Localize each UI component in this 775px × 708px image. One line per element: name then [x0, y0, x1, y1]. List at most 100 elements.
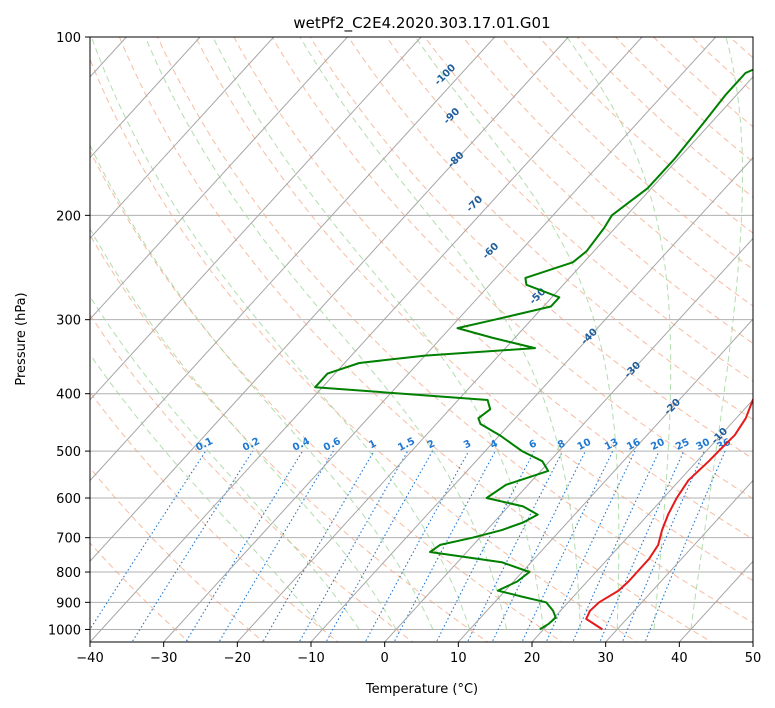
dry-adiabat — [233, 37, 753, 540]
mixing-ratio-label: 20 — [649, 437, 666, 453]
isotherm-line — [90, 37, 496, 482]
moist-adiabat — [90, 227, 397, 630]
dry-adiabat — [753, 24, 775, 645]
mixing-ratio-line — [393, 450, 496, 642]
moist-adiabat — [90, 144, 434, 630]
isotherm-line — [604, 479, 753, 642]
isotherm-line — [90, 37, 349, 320]
mixing-ratio-line — [599, 450, 685, 642]
mixing-ratio-line — [521, 450, 614, 642]
moist-adiabat — [90, 37, 471, 630]
moist-adiabat — [212, 37, 544, 630]
isotherms — [0, 24, 753, 645]
mixing-ratio-label: 3 — [462, 438, 473, 451]
adiabat-label: -60 — [481, 241, 502, 262]
y-tick-label: 900 — [56, 596, 81, 611]
dry-adiabat — [385, 37, 753, 382]
mixing-ratio-label: 6 — [527, 438, 538, 451]
x-axis-ticks: −40 −30 −20 −10 0 10 20 30 40 50 — [76, 642, 761, 666]
pressure-gridlines — [90, 37, 753, 630]
moist-adiabat — [414, 37, 620, 630]
y-tick-label: 200 — [56, 209, 81, 224]
mixing-ratio-line — [364, 450, 470, 642]
mixing-ratio-label: 16 — [625, 437, 642, 453]
mixing-ratio-line — [466, 450, 564, 642]
mixing-ratio-line — [435, 450, 535, 642]
mixing-ratio-label: 8 — [556, 438, 567, 451]
dry-adiabat — [90, 58, 638, 642]
isotherm-line — [90, 37, 201, 159]
dry-adiabat — [538, 37, 753, 234]
x-tick-label: 20 — [524, 651, 541, 666]
y-tick-label: 500 — [56, 445, 81, 460]
moist-adiabat — [299, 37, 581, 630]
dry-adiabats — [90, 24, 775, 645]
adiabat-label: -70 — [465, 194, 486, 215]
plot-frame — [89, 36, 754, 643]
x-tick-label: −20 — [224, 651, 251, 666]
dry-adiabat — [90, 313, 414, 642]
y-tick-label: 600 — [56, 492, 81, 507]
mixing-ratio-label: 25 — [674, 437, 691, 453]
y-tick-label: 400 — [56, 388, 81, 403]
x-tick-label: −40 — [76, 651, 103, 666]
mixing-ratio-line — [218, 450, 334, 642]
isotherm-line — [90, 37, 422, 401]
x-tick-label: 0 — [381, 651, 389, 666]
mixing-ratio-lines — [90, 450, 726, 642]
mixing-ratio-label: 2 — [426, 438, 437, 451]
y-tick-label: 100 — [56, 31, 81, 46]
dry-adiabat — [90, 234, 489, 642]
y-axis-ticks: 100 200 300 400 500 600 700 800 900 1000 — [48, 31, 90, 638]
dry-adiabat — [90, 542, 190, 642]
x-tick-label: −10 — [297, 651, 324, 666]
dry-adiabat — [90, 467, 265, 642]
mixing-ratio-line — [621, 450, 705, 642]
x-tick-label: 30 — [597, 651, 614, 666]
dry-adiabat — [462, 37, 753, 307]
mixing-ratio-line — [491, 450, 586, 642]
dry-adiabat — [729, 37, 753, 59]
y-tick-label: 800 — [56, 566, 81, 581]
dry-adiabat — [195, 37, 753, 582]
dry-adiabat — [271, 37, 753, 500]
adiabat-label: 0 — [751, 462, 764, 475]
y-tick-label: 700 — [56, 532, 81, 547]
moist-adiabat — [566, 37, 672, 630]
mixing-ratio-label: 1 — [367, 438, 378, 451]
mixing-ratio-label: 4 — [489, 438, 500, 451]
isotherm-line — [162, 37, 717, 642]
x-tick-label: 40 — [671, 651, 688, 666]
mixing-ratio-label: 10 — [576, 437, 593, 453]
y-tick-label: 1000 — [48, 623, 81, 638]
dry-adiabat — [118, 37, 713, 642]
x-tick-label: 10 — [450, 651, 467, 666]
isotherm-line — [90, 37, 643, 642]
mixing-ratio-line — [572, 450, 660, 642]
isotherm-line — [678, 560, 753, 642]
isotherm-line — [0, 24, 65, 645]
mixing-ratio-label: 13 — [603, 437, 620, 453]
mixing-ratio-line — [262, 450, 375, 642]
adiabat-label: -90 — [442, 106, 463, 127]
temperature-line — [585, 397, 753, 631]
moist-adiabat — [144, 37, 508, 630]
chart-title: wetPf2_C2E4.2020.303.17.01.G01 — [293, 14, 550, 33]
dry-adiabat — [691, 37, 753, 93]
dry-adiabat — [347, 37, 753, 421]
isotherm-line — [90, 37, 570, 563]
x-axis-label: Temperature (°C) — [365, 682, 478, 697]
isotherm-line — [752, 641, 753, 642]
dry-adiabat — [90, 391, 340, 642]
mixing-ratio-line — [185, 450, 304, 642]
mixing-ratio-line — [325, 450, 433, 642]
isotherm-line — [457, 318, 753, 642]
mixing-ratio-line — [90, 450, 207, 631]
isotherm-line — [383, 237, 753, 642]
isotherm-line — [531, 399, 753, 642]
y-axis-label: Pressure (hPa) — [14, 292, 29, 385]
isotherm-line — [236, 76, 753, 642]
dry-adiabat — [157, 37, 753, 624]
isotherm-line — [90, 37, 275, 240]
